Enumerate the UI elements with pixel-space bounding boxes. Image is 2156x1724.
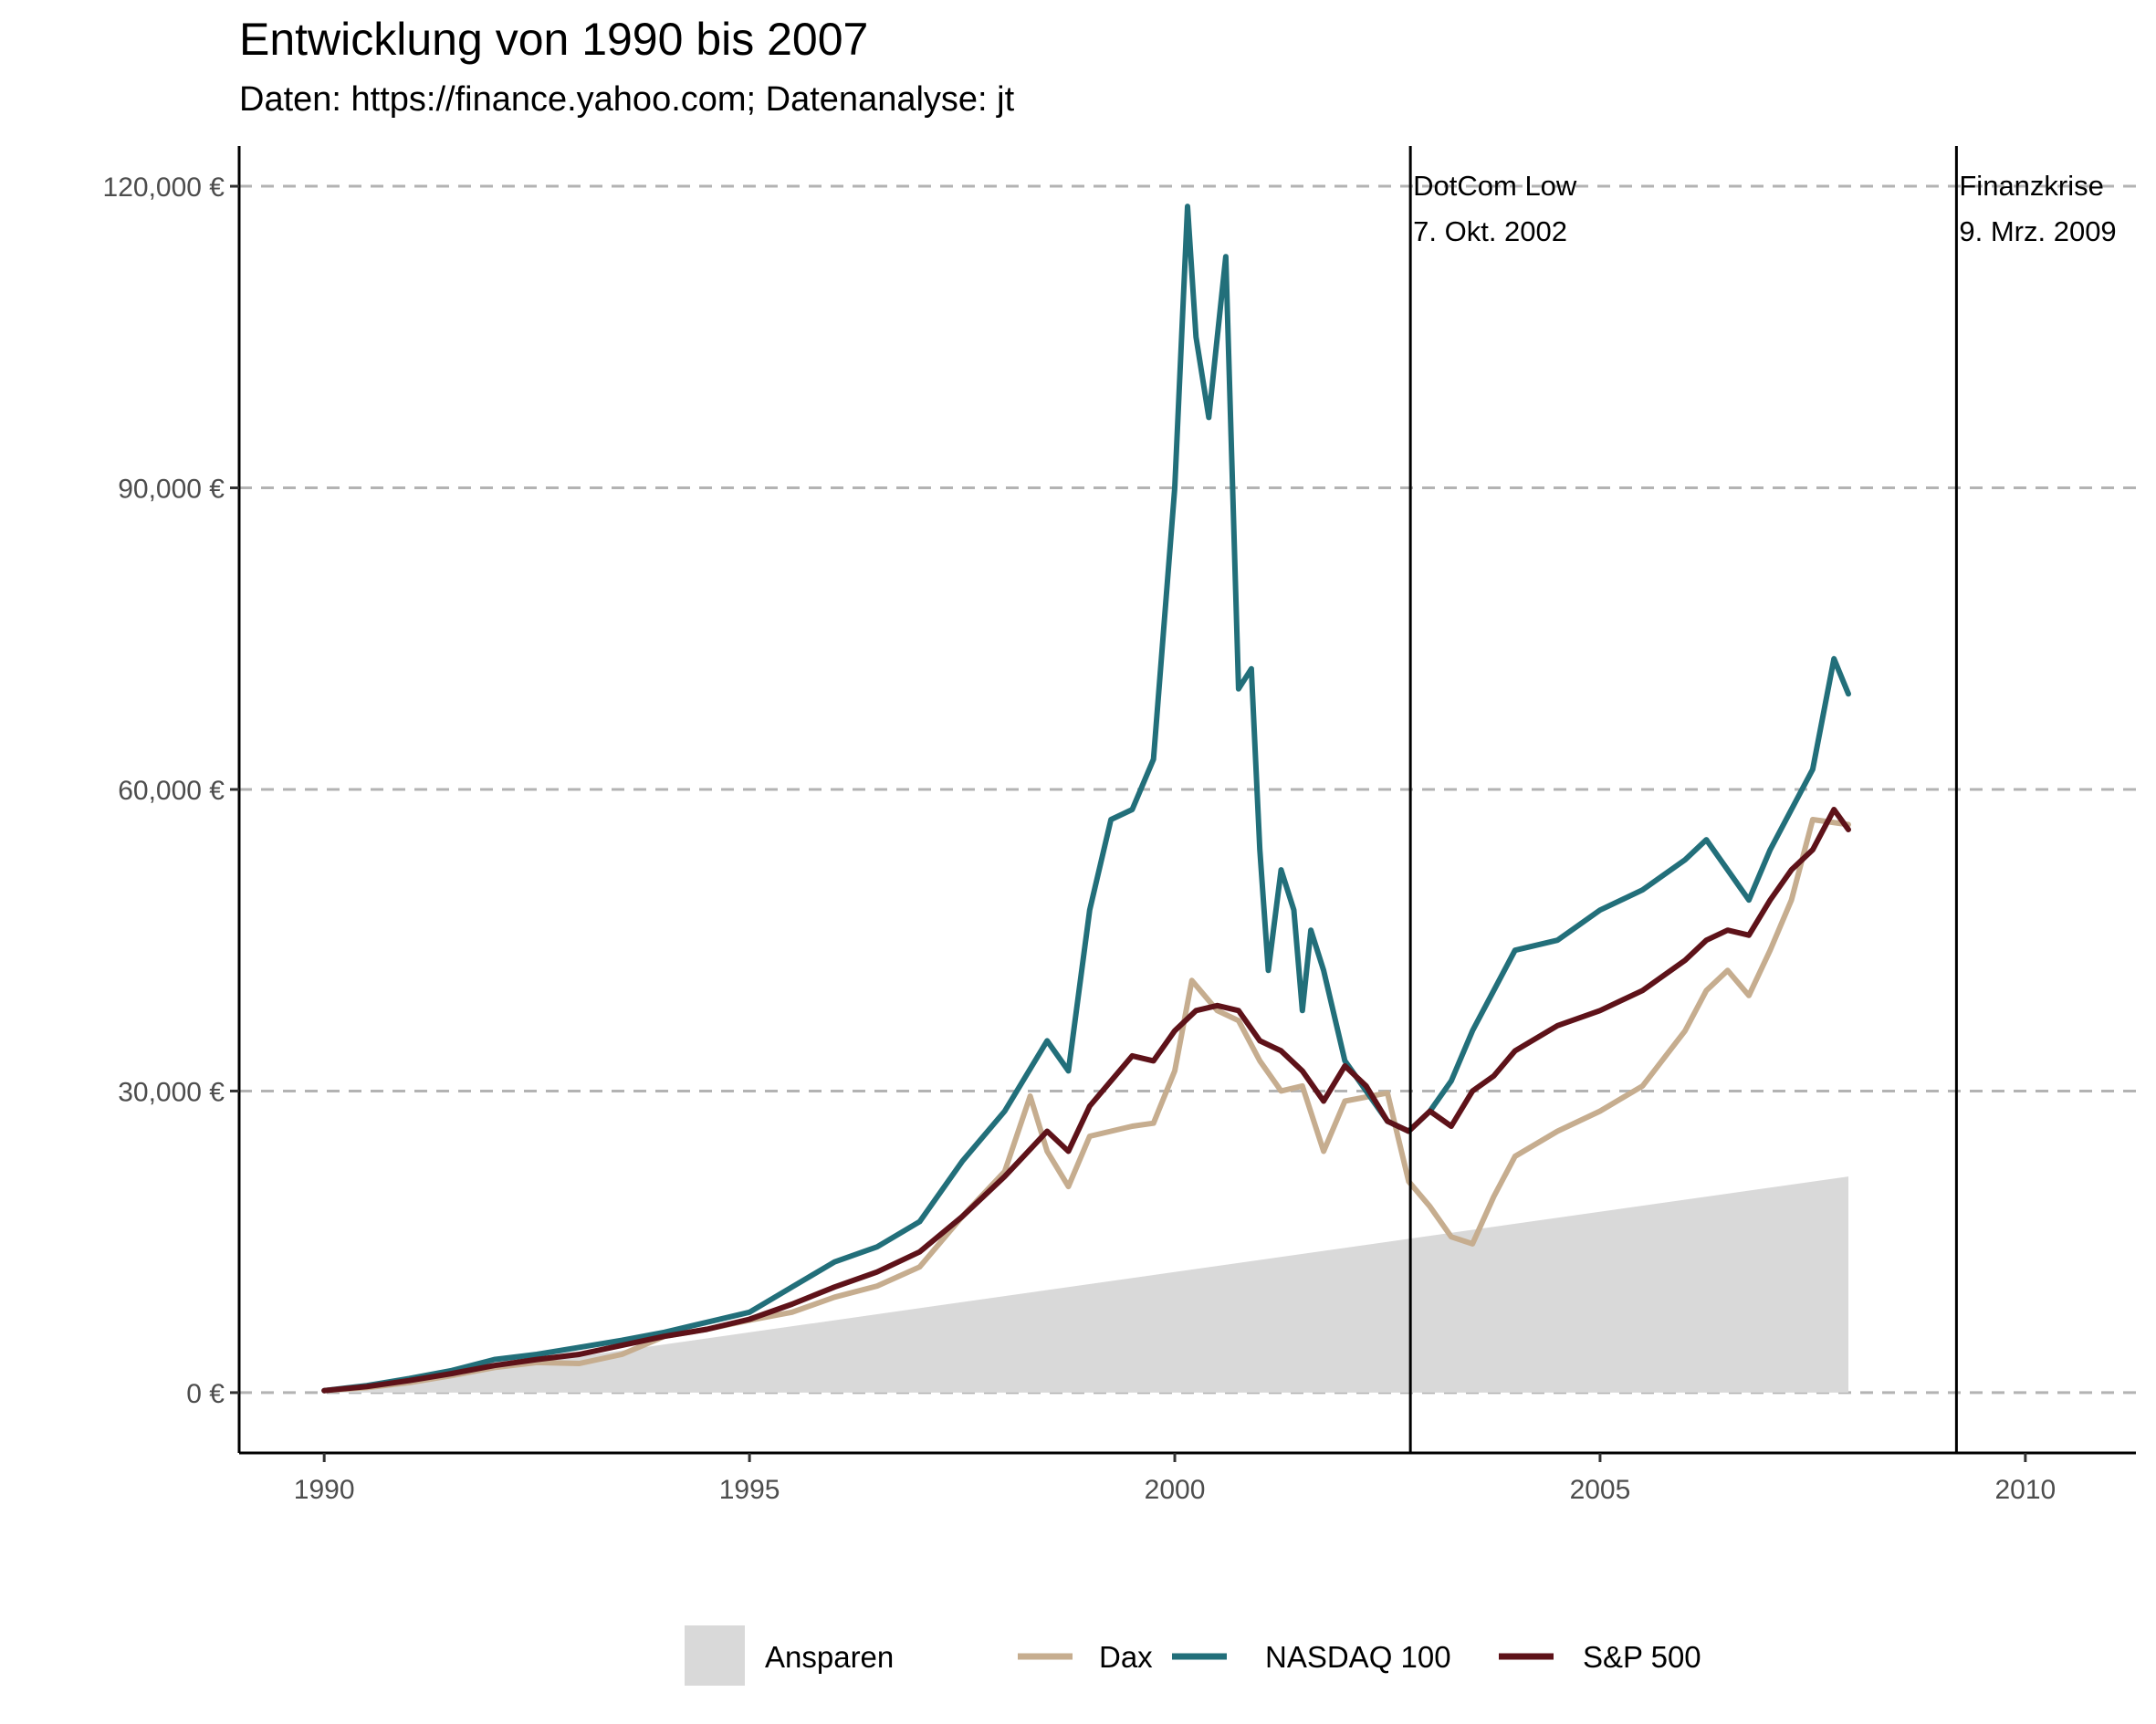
ansparen-area [324, 1176, 1849, 1393]
axes: 0 € 30,000 € 60,000 € 90,000 € 120,000 € 1990… [103, 146, 2136, 1505]
legend: Ansparen Dax NASDAQ 100 S&P 500 [685, 1625, 1701, 1686]
series-line-nasdaq-100 [321, 204, 1851, 1394]
event-label-date-1: 9. Mrz. 2009 [1959, 215, 2116, 247]
gridlines [239, 184, 2136, 1395]
series-line-s-p-500 [321, 807, 1851, 1394]
legend-label-s-p-500: S&P 500 [1583, 1640, 1701, 1674]
event-label-title-0: DotCom Low [1413, 170, 1577, 202]
legend-label-dax: Dax [1099, 1640, 1153, 1674]
event-lines: DotCom Low 7. Okt. 2002 Finanzkrise 9. Mrz.… [1408, 146, 2117, 1453]
event-label-date-0: 7. Okt. 2002 [1413, 215, 1567, 247]
chart-subtitle: Daten: https://finance.yahoo.com; Datena… [239, 80, 1015, 119]
legend-label-nasdaq-100: NASDAQ 100 [1265, 1640, 1451, 1674]
series-lines [321, 204, 1851, 1394]
legend-key-ansparen [685, 1625, 745, 1686]
y-tick-label: 30,000 € [118, 1077, 225, 1107]
x-tick-label: 1995 [719, 1475, 780, 1505]
y-tick-label: 120,000 € [103, 172, 225, 203]
x-tick-label: 2000 [1145, 1475, 1206, 1505]
y-tick-label: 90,000 € [118, 475, 225, 505]
x-tick-label: 2005 [1570, 1475, 1631, 1505]
y-tick-label: 0 € [186, 1379, 225, 1409]
x-tick-label: 1990 [294, 1475, 355, 1505]
legend-label-ansparen: Ansparen [765, 1640, 894, 1674]
y-tick-label: 60,000 € [118, 776, 225, 806]
x-tick-label: 2010 [1994, 1475, 2056, 1505]
chart-title: Entwicklung von 1990 bis 2007 [239, 14, 869, 65]
event-label-title-1: Finanzkrise [1959, 170, 2104, 202]
ansparen-area-group [324, 1176, 1849, 1393]
